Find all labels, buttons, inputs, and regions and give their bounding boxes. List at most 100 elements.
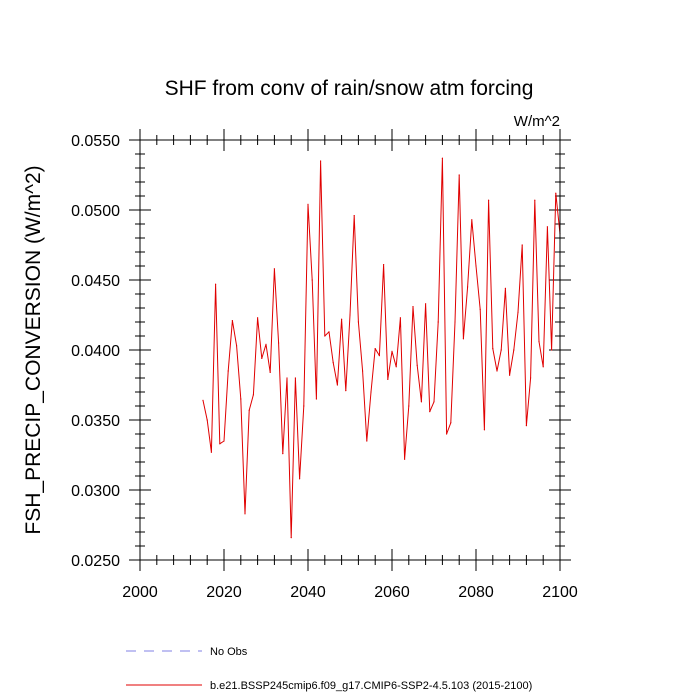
series-point: [223, 440, 225, 442]
series-point: [311, 279, 313, 281]
series-point: [324, 335, 326, 337]
series-point: [479, 308, 481, 310]
series-point: [273, 268, 275, 270]
series-point: [336, 384, 338, 386]
series-point: [244, 513, 246, 515]
major-ticks: [129, 129, 571, 571]
legend-label-model: b.e21.BSSP245cmip6.f09_g17.CMIP6-SSP2-4.…: [210, 680, 532, 692]
series-point: [387, 378, 389, 380]
series-point: [227, 370, 229, 372]
series-point: [500, 349, 502, 351]
series-point: [231, 320, 233, 322]
series-point: [416, 364, 418, 366]
legend: No Obs b.e21.BSSP245cmip6.f09_g17.CMIP6-…: [126, 646, 532, 692]
series-point: [299, 478, 301, 480]
y-tick-label: 0.0400: [71, 343, 120, 360]
x-tick-labels: 2000 2020 2040 2060 2080 2100: [122, 584, 578, 601]
series-point: [504, 287, 506, 289]
y-tick-label: 0.0350: [71, 413, 120, 430]
series-point: [383, 264, 385, 266]
series-point: [206, 419, 208, 421]
series-point: [404, 458, 406, 460]
y-tick-label: 0.0250: [71, 553, 120, 570]
series-point: [517, 311, 519, 313]
series-point: [210, 451, 212, 453]
series-point: [303, 405, 305, 407]
series-point: [362, 370, 364, 372]
series-point: [378, 355, 380, 357]
series-point: [454, 321, 456, 323]
series-point: [357, 321, 359, 323]
series-point: [282, 453, 284, 455]
series-point: [215, 283, 217, 285]
series-point: [408, 405, 410, 407]
plot-frame: [139, 139, 561, 561]
series-point: [294, 377, 296, 379]
y-tick-label: 0.0550: [71, 133, 120, 150]
y-tick-label: 0.0300: [71, 483, 120, 500]
series-point: [467, 286, 469, 288]
series-point: [546, 226, 549, 228]
series-point: [542, 366, 544, 368]
series-point: [278, 342, 280, 344]
series-point: [370, 391, 372, 393]
series-point: [269, 371, 271, 373]
series-point: [475, 265, 477, 267]
series-point: [433, 401, 435, 403]
series-point: [240, 398, 242, 400]
x-tick-label: 2020: [206, 584, 242, 601]
series-point: [202, 399, 204, 401]
series-point: [437, 321, 439, 323]
series-point: [551, 349, 553, 351]
series-point: [349, 314, 351, 316]
series-point: [252, 394, 254, 396]
y-tick-labels: 0.0250 0.0300 0.0350 0.0400 0.0450 0.0500 0.05…: [71, 133, 120, 570]
series-point: [492, 348, 494, 350]
series-point: [345, 390, 347, 392]
series-point: [315, 398, 317, 400]
series-point: [248, 409, 250, 411]
y-tick-label: 0.0450: [71, 273, 120, 290]
series-point: [496, 370, 498, 372]
series-point: [219, 443, 221, 445]
series-point: [521, 244, 523, 246]
series-point: [257, 317, 259, 319]
y-axis-label: FSH_PRECIP_CONVERSION (W/m^2): [22, 165, 45, 534]
series-point: [525, 425, 528, 427]
series-point: [509, 374, 511, 376]
series-point: [412, 306, 414, 308]
series-point: [488, 199, 490, 201]
chart-title: SHF from conv of rain/snow atm forcing: [165, 77, 534, 100]
series-point: [391, 350, 393, 352]
series-line: [202, 157, 561, 539]
series-point: [290, 537, 292, 539]
x-tick-label: 2080: [458, 584, 494, 601]
series-point: [429, 411, 431, 413]
series-point: [420, 401, 422, 403]
minor-ticks: [135, 135, 565, 565]
series-point: [538, 341, 540, 343]
series-point: [483, 429, 485, 431]
series-point: [320, 160, 322, 162]
series-point: [286, 377, 288, 379]
x-tick-label: 2040: [290, 584, 326, 601]
x-tick-label: 2000: [122, 584, 158, 601]
series-point: [395, 366, 397, 368]
series-point: [513, 349, 515, 351]
series-point: [236, 345, 238, 347]
legend-label-no-obs: No Obs: [210, 646, 248, 658]
series-point: [399, 317, 401, 319]
x-tick-label: 2100: [542, 584, 578, 601]
series-point: [425, 303, 427, 305]
series-point: [341, 318, 343, 320]
series-point: [450, 422, 452, 424]
y-tick-label: 0.0500: [71, 203, 120, 220]
series-point: [555, 192, 557, 194]
series-point: [328, 331, 330, 333]
series-point: [353, 215, 355, 217]
series-point: [265, 343, 267, 345]
series-point: [307, 203, 309, 205]
series-point: [374, 348, 376, 350]
series-point: [261, 357, 263, 359]
